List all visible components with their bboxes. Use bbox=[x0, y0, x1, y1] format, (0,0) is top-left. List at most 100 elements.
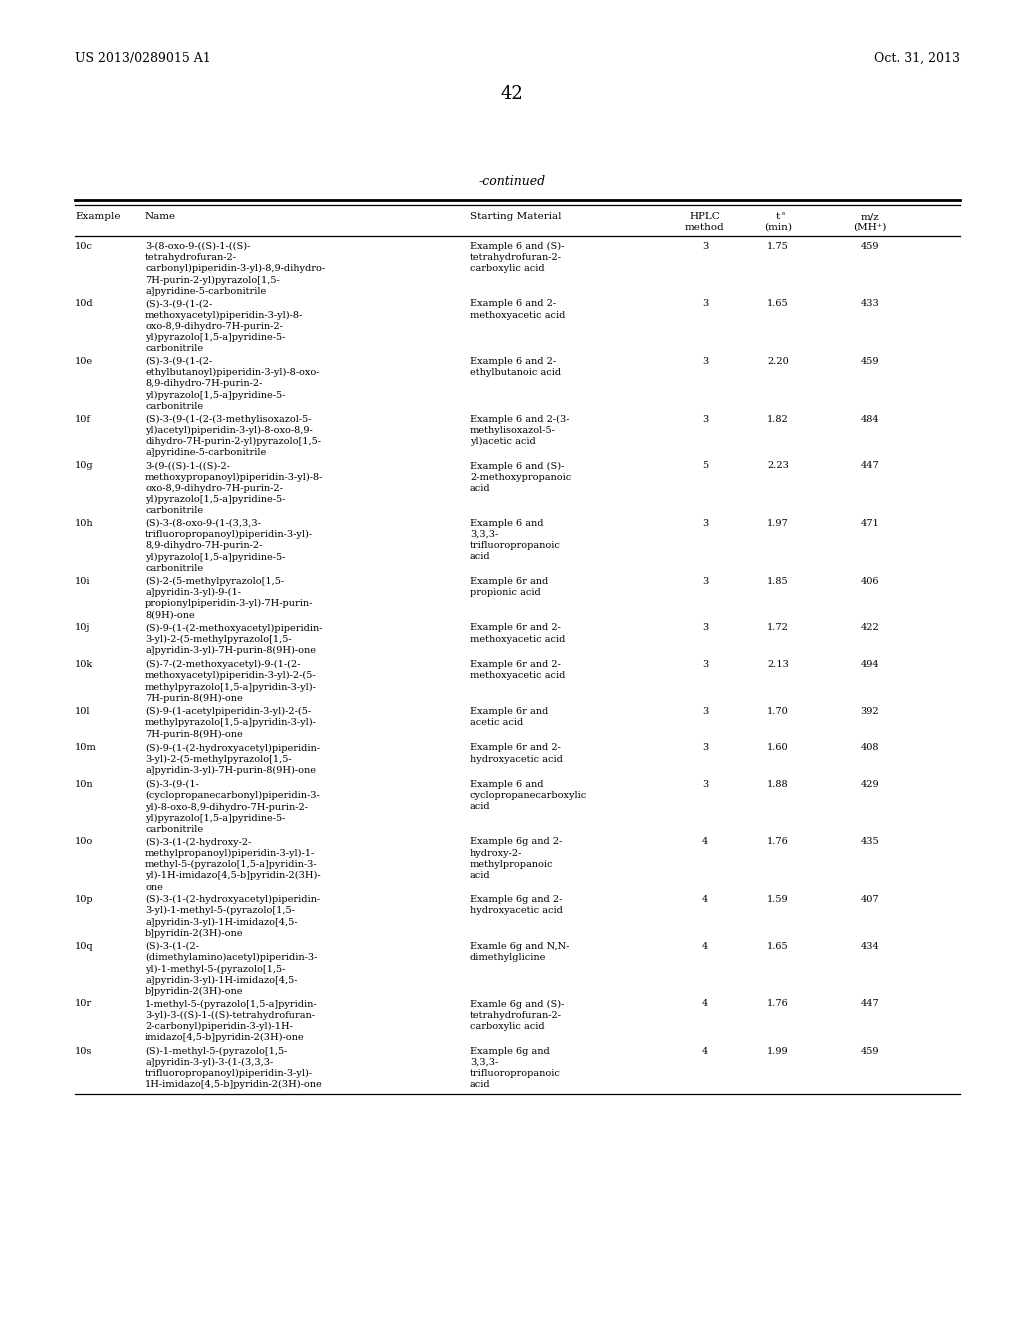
Text: 422: 422 bbox=[860, 623, 880, 632]
Text: 10h: 10h bbox=[75, 519, 93, 528]
Text: 1.72: 1.72 bbox=[767, 623, 788, 632]
Text: 471: 471 bbox=[860, 519, 880, 528]
Text: (S)-3-(9-(1-
(cyclopropanecarbonyl)piperidin-3-
yl)-8-oxo-8,9-dihydro-7H-purin-2: (S)-3-(9-(1- (cyclopropanecarbonyl)piper… bbox=[145, 780, 319, 834]
Text: Example 6g and 2-
hydroxyacetic acid: Example 6g and 2- hydroxyacetic acid bbox=[470, 895, 563, 915]
Text: 435: 435 bbox=[861, 837, 880, 846]
Text: Examle 6g and (S)-
tetrahydrofuran-2-
carboxylic acid: Examle 6g and (S)- tetrahydrofuran-2- ca… bbox=[470, 999, 564, 1031]
Text: (MH⁺): (MH⁺) bbox=[853, 223, 887, 232]
Text: (S)-7-(2-methoxyacetyl)-9-(1-(2-
methoxyacetyl)piperidin-3-yl)-2-(5-
methylpyraz: (S)-7-(2-methoxyacetyl)-9-(1-(2- methoxy… bbox=[145, 660, 316, 704]
Text: 1.76: 1.76 bbox=[767, 837, 788, 846]
Text: 1.88: 1.88 bbox=[767, 780, 788, 789]
Text: 433: 433 bbox=[860, 300, 880, 309]
Text: 42: 42 bbox=[501, 84, 523, 103]
Text: 3: 3 bbox=[701, 356, 709, 366]
Text: Example 6 and 2-
methoxyacetic acid: Example 6 and 2- methoxyacetic acid bbox=[470, 300, 565, 319]
Text: 3: 3 bbox=[701, 660, 709, 669]
Text: (S)-2-(5-methylpyrazolo[1,5-
a]pyridin-3-yl)-9-(1-
propionylpiperidin-3-yl)-7H-p: (S)-2-(5-methylpyrazolo[1,5- a]pyridin-3… bbox=[145, 577, 313, 619]
Text: 2.20: 2.20 bbox=[767, 356, 788, 366]
Text: Example: Example bbox=[75, 213, 121, 220]
Text: 10r: 10r bbox=[75, 999, 92, 1008]
Text: Starting Material: Starting Material bbox=[470, 213, 561, 220]
Text: 10s: 10s bbox=[75, 1047, 92, 1056]
Text: (S)-3-(1-(2-hydroxy-2-
methylpropanoyl)piperidin-3-yl)-1-
methyl-5-(pyrazolo[1,5: (S)-3-(1-(2-hydroxy-2- methylpropanoyl)p… bbox=[145, 837, 321, 891]
Text: 459: 459 bbox=[861, 356, 880, 366]
Text: (min): (min) bbox=[764, 223, 792, 232]
Text: 406: 406 bbox=[861, 577, 880, 586]
Text: (S)-3-(9-(1-(2-
methoxyacetyl)piperidin-3-yl)-8-
oxo-8,9-dihydro-7H-purin-2-
yl): (S)-3-(9-(1-(2- methoxyacetyl)piperidin-… bbox=[145, 300, 303, 354]
Text: 10o: 10o bbox=[75, 837, 93, 846]
Text: 1.65: 1.65 bbox=[767, 300, 788, 309]
Text: 3-(8-oxo-9-((S)-1-((S)-
tetrahydrofuran-2-
carbonyl)piperidin-3-yl)-8,9-dihydro-: 3-(8-oxo-9-((S)-1-((S)- tetrahydrofuran-… bbox=[145, 242, 326, 296]
Text: Name: Name bbox=[145, 213, 176, 220]
Text: (S)-3-(8-oxo-9-(1-(3,3,3-
trifluoropropanoyl)piperidin-3-yl)-
8,9-dihydro-7H-pur: (S)-3-(8-oxo-9-(1-(3,3,3- trifluoropropa… bbox=[145, 519, 313, 573]
Text: Example 6 and 2-
ethylbutanoic acid: Example 6 and 2- ethylbutanoic acid bbox=[470, 356, 561, 378]
Text: 447: 447 bbox=[860, 462, 880, 470]
Text: 447: 447 bbox=[860, 999, 880, 1008]
Text: 1.99: 1.99 bbox=[767, 1047, 788, 1056]
Text: HPLC: HPLC bbox=[689, 213, 720, 220]
Text: Example 6r and 2-
methoxyacetic acid: Example 6r and 2- methoxyacetic acid bbox=[470, 660, 565, 680]
Text: Example 6 and (S)-
2-methoxypropanoic
acid: Example 6 and (S)- 2-methoxypropanoic ac… bbox=[470, 462, 571, 492]
Text: 1.82: 1.82 bbox=[767, 414, 788, 424]
Text: 10n: 10n bbox=[75, 780, 93, 789]
Text: Example 6 and (S)-
tetrahydrofuran-2-
carboxylic acid: Example 6 and (S)- tetrahydrofuran-2- ca… bbox=[470, 242, 564, 273]
Text: t: t bbox=[776, 213, 780, 220]
Text: 1.59: 1.59 bbox=[767, 895, 788, 904]
Text: 3-(9-((S)-1-((S)-2-
methoxypropanoyl)piperidin-3-yl)-8-
oxo-8,9-dihydro-7H-purin: 3-(9-((S)-1-((S)-2- methoxypropanoyl)pip… bbox=[145, 462, 324, 515]
Text: 3: 3 bbox=[701, 414, 709, 424]
Text: 1.60: 1.60 bbox=[767, 743, 788, 752]
Text: 10e: 10e bbox=[75, 356, 93, 366]
Text: ᴿ: ᴿ bbox=[782, 213, 785, 220]
Text: 3: 3 bbox=[701, 300, 709, 309]
Text: Example 6 and
3,3,3-
trifluoropropanoic
acid: Example 6 and 3,3,3- trifluoropropanoic … bbox=[470, 519, 561, 561]
Text: Example 6r and
propionic acid: Example 6r and propionic acid bbox=[470, 577, 548, 597]
Text: 494: 494 bbox=[861, 660, 880, 669]
Text: 4: 4 bbox=[701, 942, 709, 950]
Text: 10d: 10d bbox=[75, 300, 93, 309]
Text: 484: 484 bbox=[861, 414, 880, 424]
Text: 4: 4 bbox=[701, 895, 709, 904]
Text: 2.23: 2.23 bbox=[767, 462, 788, 470]
Text: 3: 3 bbox=[701, 242, 709, 251]
Text: m/z: m/z bbox=[860, 213, 880, 220]
Text: Example 6g and 2-
hydroxy-2-
methylpropanoic
acid: Example 6g and 2- hydroxy-2- methylpropa… bbox=[470, 837, 562, 880]
Text: (S)-3-(1-(2-hydroxyacetyl)piperidin-
3-yl)-1-methyl-5-(pyrazolo[1,5-
a]pyridin-3: (S)-3-(1-(2-hydroxyacetyl)piperidin- 3-y… bbox=[145, 895, 321, 939]
Text: Examle 6g and N,N-
dimethylglicine: Examle 6g and N,N- dimethylglicine bbox=[470, 942, 569, 962]
Text: 408: 408 bbox=[861, 743, 880, 752]
Text: 1.75: 1.75 bbox=[767, 242, 788, 251]
Text: Example 6 and 2-(3-
methylisoxazol-5-
yl)acetic acid: Example 6 and 2-(3- methylisoxazol-5- yl… bbox=[470, 414, 569, 446]
Text: 2.13: 2.13 bbox=[767, 660, 788, 669]
Text: 4: 4 bbox=[701, 837, 709, 846]
Text: 10j: 10j bbox=[75, 623, 90, 632]
Text: 10p: 10p bbox=[75, 895, 93, 904]
Text: 3: 3 bbox=[701, 708, 709, 715]
Text: (S)-9-(1-acetylpiperidin-3-yl)-2-(5-
methylpyrazolo[1,5-a]pyridin-3-yl)-
7H-puri: (S)-9-(1-acetylpiperidin-3-yl)-2-(5- met… bbox=[145, 708, 316, 739]
Text: 3: 3 bbox=[701, 577, 709, 586]
Text: 10c: 10c bbox=[75, 242, 93, 251]
Text: Example 6r and
acetic acid: Example 6r and acetic acid bbox=[470, 708, 548, 727]
Text: 3: 3 bbox=[701, 519, 709, 528]
Text: 3: 3 bbox=[701, 780, 709, 789]
Text: 459: 459 bbox=[861, 1047, 880, 1056]
Text: Example 6g and
3,3,3-
trifluoropropanoic
acid: Example 6g and 3,3,3- trifluoropropanoic… bbox=[470, 1047, 561, 1089]
Text: 10i: 10i bbox=[75, 577, 90, 586]
Text: 1.97: 1.97 bbox=[767, 519, 788, 528]
Text: 429: 429 bbox=[861, 780, 880, 789]
Text: 1-methyl-5-(pyrazolo[1,5-a]pyridin-
3-yl)-3-((S)-1-((S)-tetrahydrofuran-
2-carbo: 1-methyl-5-(pyrazolo[1,5-a]pyridin- 3-yl… bbox=[145, 999, 317, 1043]
Text: 10q: 10q bbox=[75, 942, 93, 950]
Text: Example 6r and 2-
hydroxyacetic acid: Example 6r and 2- hydroxyacetic acid bbox=[470, 743, 563, 763]
Text: 392: 392 bbox=[861, 708, 880, 715]
Text: Oct. 31, 2013: Oct. 31, 2013 bbox=[874, 51, 961, 65]
Text: 459: 459 bbox=[861, 242, 880, 251]
Text: 4: 4 bbox=[701, 1047, 709, 1056]
Text: Example 6r and 2-
methoxyacetic acid: Example 6r and 2- methoxyacetic acid bbox=[470, 623, 565, 644]
Text: 10l: 10l bbox=[75, 708, 90, 715]
Text: (S)-3-(9-(1-(2-(3-methylisoxazol-5-
yl)acetyl)piperidin-3-yl)-8-oxo-8,9-
dihydro: (S)-3-(9-(1-(2-(3-methylisoxazol-5- yl)a… bbox=[145, 414, 321, 457]
Text: Example 6 and
cyclopropanecarboxylic
acid: Example 6 and cyclopropanecarboxylic aci… bbox=[470, 780, 587, 812]
Text: (S)-9-(1-(2-methoxyacetyl)piperidin-
3-yl)-2-(5-methylpyrazolo[1,5-
a]pyridin-3-: (S)-9-(1-(2-methoxyacetyl)piperidin- 3-y… bbox=[145, 623, 323, 655]
Text: method: method bbox=[685, 223, 725, 232]
Text: 3: 3 bbox=[701, 623, 709, 632]
Text: 407: 407 bbox=[861, 895, 880, 904]
Text: -continued: -continued bbox=[478, 176, 546, 187]
Text: (S)-3-(1-(2-
(dimethylamino)acetyl)piperidin-3-
yl)-1-methyl-5-(pyrazolo[1,5-
a]: (S)-3-(1-(2- (dimethylamino)acetyl)piper… bbox=[145, 942, 317, 997]
